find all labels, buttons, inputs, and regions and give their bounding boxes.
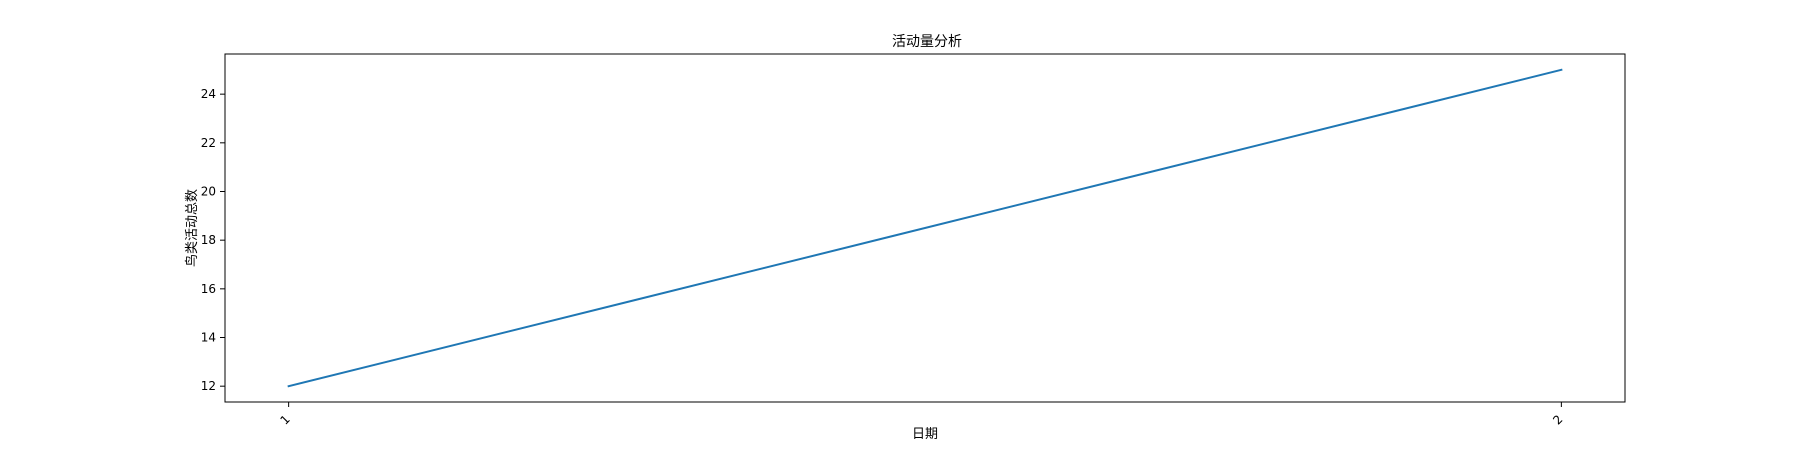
x-tick-label: 2: [1550, 412, 1565, 427]
y-axis: 12 14 16 18 20 22 24: [201, 87, 225, 393]
y-tick-label: 20: [201, 184, 216, 198]
y-axis-label: 鸟类活动总数: [184, 189, 200, 267]
y-tick-label: 14: [201, 331, 216, 345]
x-tick-label: 1: [277, 412, 292, 427]
y-tick-label: 12: [201, 379, 216, 393]
plot-area: [224, 53, 1626, 403]
series-layer: [287, 68, 1563, 388]
y-tick-label: 18: [201, 233, 216, 247]
y-tick-label: 16: [201, 282, 216, 296]
y-tick-label: 22: [201, 136, 216, 150]
y-tick-label: 24: [201, 87, 216, 101]
series-line: [287, 68, 1563, 388]
x-axis-label: 日期: [912, 427, 938, 442]
chart-title: 活动量分析: [892, 34, 962, 50]
plot-frame: [224, 53, 1626, 403]
